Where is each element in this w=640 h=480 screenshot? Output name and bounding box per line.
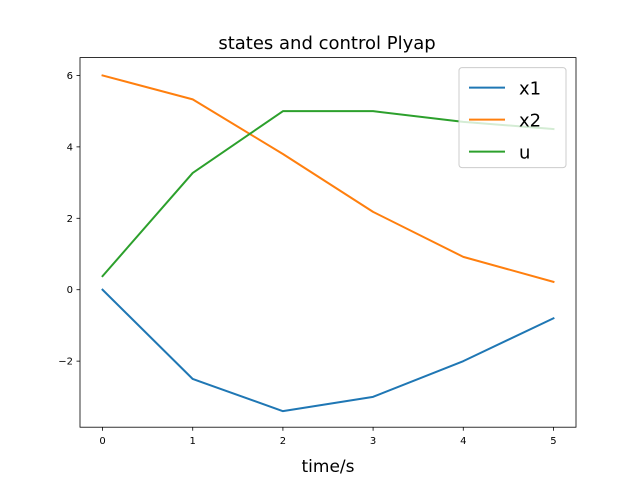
x-tick-label: 0 [99,436,105,447]
legend-label-u: u [519,143,530,164]
x-tick-label: 2 [280,436,286,447]
y-tick-label: 2 [67,214,73,225]
x-tick-label: 1 [190,436,196,447]
legend: x1 x2 u [458,67,567,169]
legend-label-x1: x1 [519,79,541,100]
y-tick-label: 4 [67,142,73,153]
y-tick-label: 6 [67,71,73,82]
series-line-x2 [101,74,555,284]
legend-box [458,67,567,169]
x-tick-label: 3 [370,436,376,447]
axes-frame [79,57,577,428]
y-tick-label: 0 [67,285,73,296]
x-axis-label: time/s [302,457,355,477]
y-tick-label: −2 [58,357,73,368]
y-axis-ticks: −2 0 2 4 6 [58,71,80,368]
series-line-x1 [101,288,555,413]
x-tick-label: 5 [550,436,556,447]
chart-title: states and control Plyap [218,33,435,54]
legend-label-x2: x2 [519,111,541,132]
x-axis-ticks: 0 1 2 3 4 5 [99,427,557,447]
x-tick-label: 4 [460,436,466,447]
